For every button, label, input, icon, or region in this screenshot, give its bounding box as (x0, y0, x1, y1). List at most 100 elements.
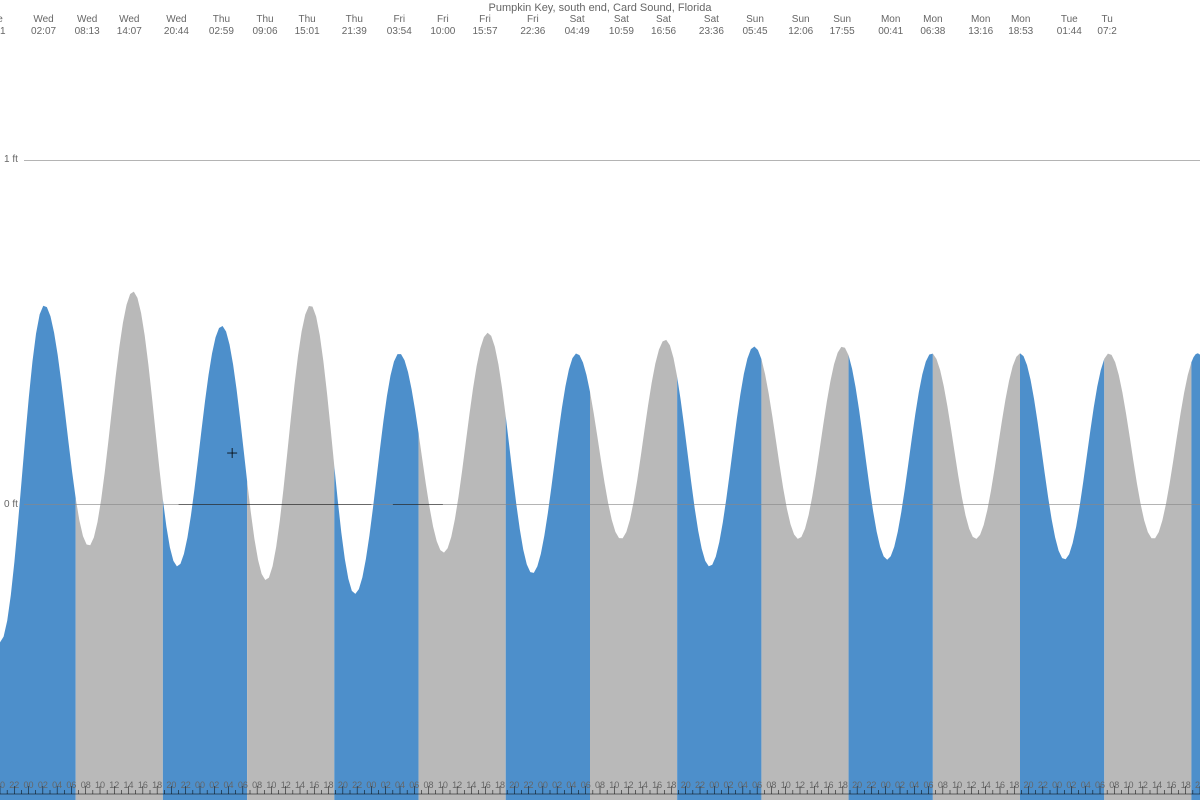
hour-label: 02 (381, 780, 391, 790)
tide-time-label: Mon00:41 (878, 14, 903, 38)
hour-label: 08 (938, 780, 948, 790)
hour-label: 00 (24, 780, 34, 790)
hour-label: 00 (538, 780, 548, 790)
tide-time-label: Tu07:2 (1097, 14, 1116, 38)
hour-label: 10 (781, 780, 791, 790)
hour-label: 14 (295, 780, 305, 790)
hour-label: 18 (495, 780, 505, 790)
hour-label: 20 (338, 780, 348, 790)
hour-label: 08 (252, 780, 262, 790)
hour-label: 12 (795, 780, 805, 790)
tide-time-label: Sun17:55 (830, 14, 855, 38)
hour-label: 12 (109, 780, 119, 790)
hour-label: 14 (466, 780, 476, 790)
hour-label: 02 (38, 780, 48, 790)
hour-label: 08 (766, 780, 776, 790)
tide-time-label: Wed08:13 (75, 14, 100, 38)
hour-label: 14 (638, 780, 648, 790)
hour-label: 20 (1195, 780, 1200, 790)
tide-time-label: Mon13:16 (968, 14, 993, 38)
tide-time-label: Fri22:36 (520, 14, 545, 38)
hour-label: 22 (181, 780, 191, 790)
hour-label: 10 (952, 780, 962, 790)
hour-label: 16 (995, 780, 1005, 790)
hour-label: 16 (1166, 780, 1176, 790)
hour-label: 06 (238, 780, 248, 790)
tide-time-label: Sat23:36 (699, 14, 724, 38)
hour-label: 20 (166, 780, 176, 790)
hour-label: 18 (666, 780, 676, 790)
tide-time-label: Thu21:39 (342, 14, 367, 38)
hour-label: 22 (695, 780, 705, 790)
hour-label: 22 (9, 780, 19, 790)
hour-label: 04 (1081, 780, 1091, 790)
y-tick-label: 0 ft (4, 499, 18, 510)
hour-label: 04 (395, 780, 405, 790)
hour-label: 18 (1009, 780, 1019, 790)
hour-label: 04 (52, 780, 62, 790)
hour-label: 22 (866, 780, 876, 790)
tide-time-label: Fri15:57 (472, 14, 497, 38)
hour-label: 08 (81, 780, 91, 790)
hour-label: 04 (566, 780, 576, 790)
hour-label: 06 (66, 780, 76, 790)
hour-label: 06 (752, 780, 762, 790)
hour-label: 10 (95, 780, 105, 790)
hour-label: 12 (966, 780, 976, 790)
hour-label: 16 (138, 780, 148, 790)
hour-label: 02 (724, 780, 734, 790)
hour-label: 02 (1066, 780, 1076, 790)
hour-label: 00 (1052, 780, 1062, 790)
hour-label: 06 (1095, 780, 1105, 790)
hour-label: 00 (881, 780, 891, 790)
tide-time-label: Mon06:38 (920, 14, 945, 38)
hour-label: 14 (124, 780, 134, 790)
tide-time-label: Wed14:07 (117, 14, 142, 38)
hour-label: 22 (524, 780, 534, 790)
hour-label: 20 (681, 780, 691, 790)
hour-label: 10 (266, 780, 276, 790)
hour-label: 16 (309, 780, 319, 790)
hour-label: 16 (652, 780, 662, 790)
hour-label: 16 (824, 780, 834, 790)
hour-label: 08 (595, 780, 605, 790)
hour-label: 10 (1124, 780, 1134, 790)
hour-label: 08 (1109, 780, 1119, 790)
hour-label: 02 (895, 780, 905, 790)
hour-label: 10 (609, 780, 619, 790)
tide-time-label: e51 (0, 14, 6, 38)
hour-label: 06 (409, 780, 419, 790)
hour-label: 02 (552, 780, 562, 790)
hour-label: 10 (438, 780, 448, 790)
hour-label: 04 (224, 780, 234, 790)
tide-time-label: Sun12:06 (788, 14, 813, 38)
hour-label: 00 (195, 780, 205, 790)
tide-time-label: Sat04:49 (565, 14, 590, 38)
tide-time-label: Sat10:59 (609, 14, 634, 38)
hour-label: 06 (581, 780, 591, 790)
hour-label: 00 (709, 780, 719, 790)
hour-label: 14 (809, 780, 819, 790)
tide-time-label: Fri10:00 (430, 14, 455, 38)
hour-label: 20 (509, 780, 519, 790)
hour-axis-labels: 20 22 00 02 04 06 08 10 12 14 16 18 20 22 00 02 04 06 08 10… (0, 774, 1200, 790)
hour-label: 16 (481, 780, 491, 790)
hour-label: 20 (1024, 780, 1034, 790)
hour-label: 20 (852, 780, 862, 790)
hour-label: 12 (452, 780, 462, 790)
hour-label: 04 (909, 780, 919, 790)
hour-label: 20 (0, 780, 5, 790)
tide-time-label: Tue01:44 (1057, 14, 1082, 38)
tide-time-label: Thu09:06 (252, 14, 277, 38)
hour-label: 18 (1181, 780, 1191, 790)
tide-time-label: Thu02:59 (209, 14, 234, 38)
tide-time-label: Thu15:01 (295, 14, 320, 38)
hour-label: 08 (424, 780, 434, 790)
hour-label: 04 (738, 780, 748, 790)
hour-label: 06 (924, 780, 934, 790)
hour-label: 12 (281, 780, 291, 790)
hour-label: 02 (209, 780, 219, 790)
chart-svg (0, 0, 1200, 800)
hour-label: 12 (1138, 780, 1148, 790)
tide-time-label: Sun05:45 (742, 14, 767, 38)
